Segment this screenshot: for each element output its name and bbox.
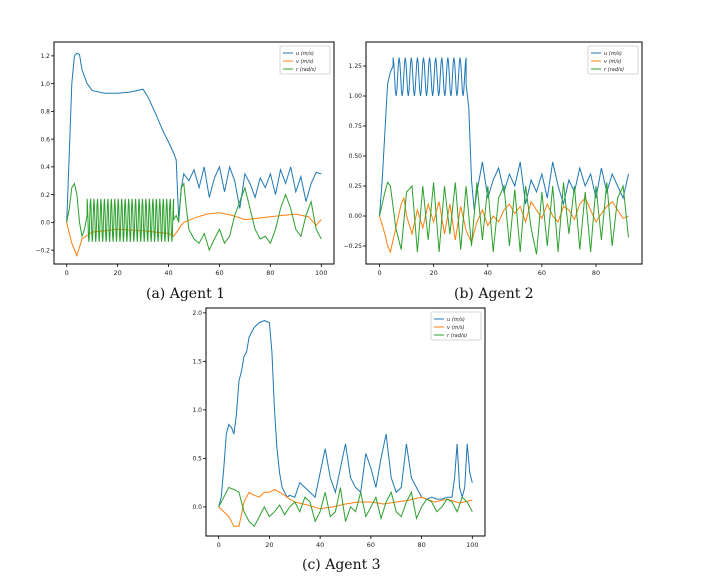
legend: u (m/s) v (m/s) r (rad/s) [279,45,331,75]
series-line-r [379,181,629,255]
chart-agent-2: 0 20 40 60 80 −0.25 0.00 0.25 0.50 0.75 1.00 1.25 u … [344,41,643,277]
plot-frame [53,41,335,265]
series-line-v [218,488,473,527]
x-tick-label: 100 [466,541,478,549]
x-tick-label: 20 [430,269,438,277]
y-tick-label: 0.75 [349,123,363,130]
caption-agent-2: (b) Agent 2 [454,286,534,302]
chart-agent-1: 0 20 40 60 80 100 −0.2 0.0 0.2 0.4 0.6 0.8 1.0 1.2 u (… [35,41,335,277]
legend-entry: v (m/s) [296,59,314,65]
x-tick-label: 60 [538,269,546,277]
y-tick-label: 0.50 [349,153,363,160]
y-tick-label: −0.25 [344,243,363,250]
series-line-u [66,52,322,223]
x-tick-label: 40 [316,541,324,549]
plot-frame [205,307,486,537]
y-tick-label: 0.00 [349,213,363,220]
x-tick-label: 80 [417,541,425,549]
x-tick-label: 20 [265,541,273,549]
x-tick-label: 40 [484,269,492,277]
legend: u (m/s) v (m/s) r (rad/s) [430,311,482,341]
x-tick-label: 80 [266,269,274,277]
legend-entry: r (rad/s) [296,67,316,73]
series-line-r [66,181,322,252]
y-tick-label: −0.2 [35,247,50,254]
legend-entry: v (m/s) [447,325,465,331]
x-tick-label: 0 [217,541,221,549]
x-tick-label: 100 [315,269,327,277]
y-tick-label: 0.6 [40,136,50,143]
y-tick-label: 0.4 [40,164,50,171]
y-tick-label: 2.0 [192,310,202,317]
y-tick-label: 1.00 [349,93,363,100]
legend-entry: u (m/s) [447,317,465,323]
legend-entry: r (rad/s) [604,67,624,73]
plot-frame [365,41,643,265]
chart-agent-3: 0 20 40 60 80 100 0.0 0.5 1.0 1.5 2.0 u (m/s) v (m/s… [192,307,486,549]
y-tick-label: 0.25 [349,183,363,190]
legend-entry: u (m/s) [296,51,314,57]
x-tick-label: 60 [215,269,223,277]
x-tick-label: 80 [592,269,600,277]
series-line-v [66,212,322,258]
x-tick-label: 60 [367,541,375,549]
y-tick-label: 1.2 [40,53,50,60]
y-tick-label: 0.8 [40,109,50,116]
series-line-u [218,320,473,508]
y-tick-label: 1.5 [192,359,202,366]
caption-agent-3: (c) Agent 3 [302,557,381,573]
series-line-r [218,486,473,528]
y-tick-label: 0.0 [192,504,202,511]
y-tick-label: 0.0 [40,220,50,227]
legend-entry: u (m/s) [604,51,622,57]
y-tick-label: 1.0 [192,407,202,414]
x-tick-label: 40 [164,269,172,277]
y-tick-label: 1.0 [40,81,50,88]
y-tick-label: 1.25 [349,63,363,70]
legend-entry: v (m/s) [604,59,622,65]
caption-agent-1: (a) Agent 1 [146,286,226,302]
series-line-v [379,196,629,254]
x-tick-label: 20 [113,269,121,277]
series-line-u [379,57,629,217]
x-tick-label: 0 [377,269,381,277]
legend-entry: r (rad/s) [447,333,467,339]
y-tick-label: 0.2 [40,192,50,199]
x-tick-label: 0 [65,269,69,277]
legend: u (m/s) v (m/s) r (rad/s) [587,45,639,75]
y-tick-label: 0.5 [192,456,202,463]
